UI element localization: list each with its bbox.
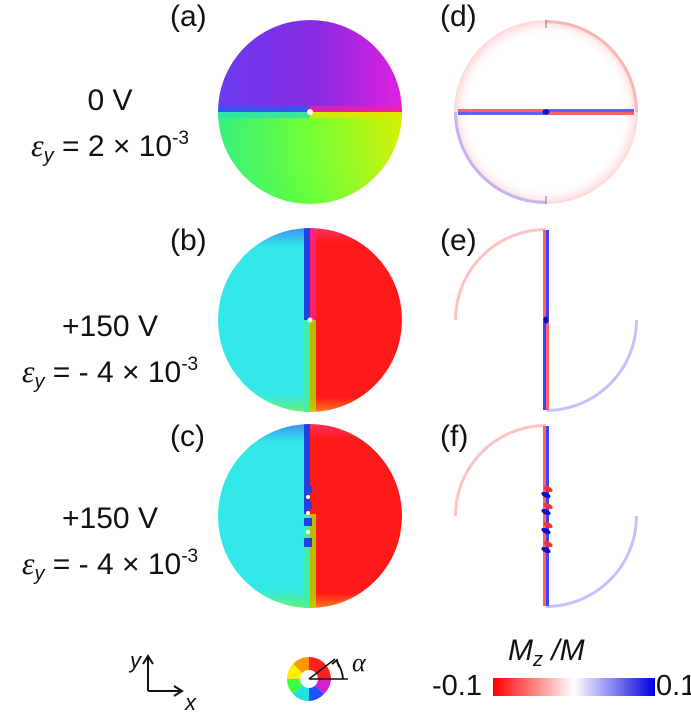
voltage-label: +150 V (62, 310, 158, 343)
voltage-label: +150 V (62, 502, 158, 535)
panel-label-c: (c) (170, 420, 205, 453)
mz-map-f (454, 424, 638, 608)
hsv-color-wheel-icon (287, 657, 348, 701)
xy-axes-indicator (142, 654, 184, 697)
voltage-label: 0 V (87, 84, 133, 117)
axis-label-y: y (130, 648, 141, 673)
colorbar-max-label: 0.1 (656, 670, 691, 702)
axis-label-x: x (185, 690, 196, 715)
strain-label: εy = - 4 × 10-3 (21, 545, 199, 585)
magnetization-disk-b (218, 228, 402, 412)
panel-label-d: (d) (440, 0, 477, 33)
strain-label: εy = - 4 × 10-3 (21, 353, 199, 393)
panel-label-e: (e) (440, 224, 477, 257)
mz-colorbar (493, 678, 655, 696)
condition-label-c: +150 V εy = - 4 × 10-3 (0, 500, 220, 593)
condition-label-b: +150 V εy = - 4 × 10-3 (0, 308, 220, 401)
panel-label-f: (f) (440, 420, 469, 453)
angle-label-alpha: α (352, 648, 366, 677)
panel-label-a: (a) (170, 0, 207, 33)
colorbar-min-label: -0.1 (432, 670, 482, 702)
colorbar-title: Mz /M (508, 634, 585, 671)
mz-map-d (454, 20, 638, 204)
condition-label-a: 0 V εy = 2 × 10-3 (0, 82, 220, 175)
panel-label-b: (b) (170, 224, 207, 257)
magnetization-disk-a (218, 20, 402, 204)
strain-label: εy = 2 × 10-3 (31, 127, 189, 167)
magnetization-disk-c (218, 424, 402, 608)
mz-map-e (454, 228, 638, 412)
